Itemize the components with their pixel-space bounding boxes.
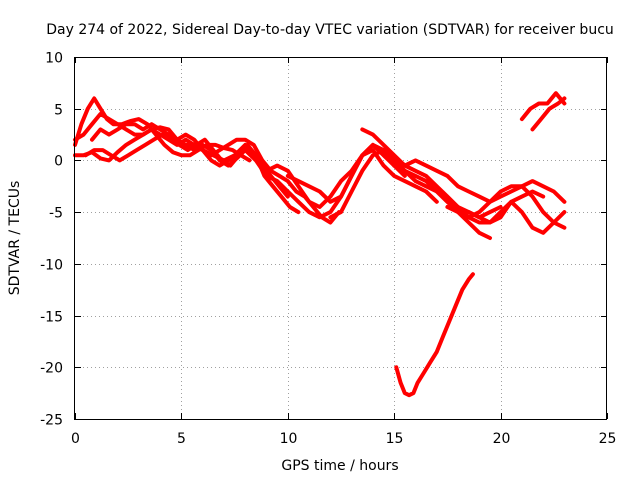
y-axis-label: SDTVAR / TECUs	[7, 181, 23, 296]
series-line-track-1	[73, 96, 252, 163]
series-line-track-13	[466, 199, 567, 235]
x-tick-label: 15	[386, 431, 404, 447]
x-tick-label: 25	[599, 431, 617, 447]
series-line-track-5	[90, 122, 341, 225]
axis-ticks: 0 5 10 15 20 25 -25 -20 -15 -10 -5 0 5 10	[40, 51, 616, 448]
y-tick-label: 5	[54, 103, 63, 119]
x-tick-label: 0	[71, 431, 80, 447]
y-tick-label: -10	[40, 258, 63, 274]
y-tick-label: -20	[40, 361, 63, 377]
series-line-track-11	[392, 158, 567, 204]
series-line-track-14	[394, 272, 475, 398]
series-line-track-16	[530, 96, 567, 132]
chart-title: Day 274 of 2022, Sidereal Day-to-day VTE…	[46, 22, 614, 38]
y-tick-label: -5	[49, 206, 63, 222]
x-tick-label: 10	[280, 431, 298, 447]
y-tick-label: 0	[54, 154, 63, 170]
x-axis-label: GPS time / hours	[281, 458, 398, 474]
x-tick-label: 20	[493, 431, 511, 447]
y-tick-label: -25	[40, 413, 63, 429]
plot-frame	[74, 57, 607, 420]
data-series	[73, 91, 567, 398]
grid-lines	[75, 57, 607, 419]
series-line-track-12	[445, 184, 567, 230]
x-tick-label: 5	[177, 431, 186, 447]
series-line-track-15	[519, 91, 567, 122]
y-tick-label: 10	[45, 51, 63, 67]
y-tick-label: -15	[40, 310, 63, 326]
